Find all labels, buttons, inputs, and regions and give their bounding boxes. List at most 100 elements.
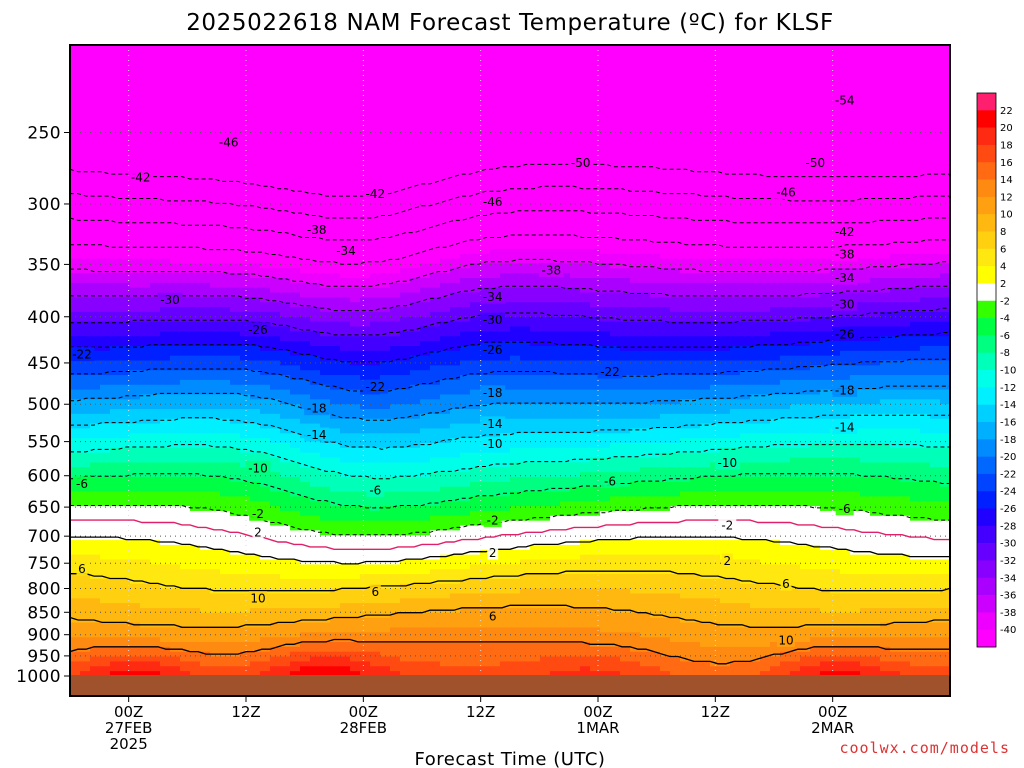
temperature-cell [730, 661, 781, 667]
x-tick-label: 00Z [818, 703, 847, 721]
temperature-cell [70, 379, 181, 386]
temperature-cell [590, 457, 791, 464]
temperature-cell [320, 515, 431, 522]
temperature-cell [70, 258, 171, 265]
temperature-cell [150, 282, 211, 289]
temperature-cell [320, 307, 391, 313]
temperature-cell [330, 501, 441, 507]
temperature-cell [620, 671, 671, 677]
temperature-cell [170, 355, 241, 362]
temperature-cell [830, 428, 921, 434]
temperature-cell [510, 447, 721, 454]
temperature-cell [440, 661, 501, 667]
temperature-cell [70, 384, 101, 391]
temperature-cell [470, 564, 801, 570]
temperature-cell [70, 239, 950, 245]
temperature-cell [360, 574, 521, 580]
temperature-cell [70, 472, 281, 478]
temperature-cell [450, 268, 681, 274]
temperature-cell [290, 350, 431, 357]
x-tick-label: 28FEB [340, 719, 387, 737]
contour-label-bg [714, 455, 740, 470]
temperature-cell [880, 311, 950, 318]
temperature-cell [90, 462, 241, 468]
contour-label-bg [832, 247, 858, 262]
temperature-cell [160, 583, 401, 590]
temperature-cell [870, 277, 950, 284]
contour-label-bg [780, 576, 792, 591]
temperature-cell [470, 389, 821, 396]
temperature-cell [290, 651, 381, 658]
temperature-cell [140, 622, 271, 629]
temperature-cell [790, 404, 950, 410]
colorbar-label: -38 [1000, 608, 1016, 619]
colorbar-swatch [977, 266, 996, 284]
temperature-cell [400, 598, 721, 604]
colorbar-swatch [977, 560, 996, 579]
temperature-cell [300, 462, 511, 468]
temperature-cell [330, 413, 421, 420]
contour-label-bg [304, 401, 330, 416]
contour-label-bg [70, 347, 95, 362]
temperature-cell [130, 578, 461, 585]
temperature-cell [430, 457, 591, 464]
temperature-cell [260, 321, 351, 328]
contour-label-bg [721, 553, 733, 568]
temperature-cell [70, 180, 950, 187]
temperature-cell [450, 438, 681, 444]
temperature-cell [70, 45, 950, 51]
temperature-cell [240, 447, 301, 454]
temperature-cell [290, 443, 341, 449]
temperature-cell [70, 277, 291, 284]
temperature-cell [290, 661, 371, 667]
temperature-cell [420, 326, 511, 332]
temperature-cell [440, 554, 581, 561]
temperature-cell [70, 564, 181, 570]
temperature-cell [670, 307, 771, 313]
temperature-cell [320, 355, 411, 362]
temperature-cell [340, 472, 431, 478]
temperature-cell [70, 520, 271, 527]
temperature-cell [280, 311, 431, 318]
temperature-cell [600, 316, 811, 323]
temperature-cell [110, 345, 261, 352]
credit-link[interactable]: coolwx.com/models [839, 739, 1010, 757]
contour-label: -14 [307, 428, 327, 442]
temperature-cell [660, 651, 781, 658]
temperature-cell [810, 316, 950, 323]
contour-label-bg [245, 460, 271, 475]
temperature-cell [460, 578, 741, 585]
temperature-cell [380, 651, 661, 658]
temperature-cell [70, 365, 301, 371]
temperature-cell [610, 331, 771, 337]
temperature-cell [630, 277, 871, 284]
temperature-cell [320, 423, 451, 430]
contour-label: -30 [160, 293, 180, 307]
temperature-cell [380, 375, 461, 381]
temperature-cell [390, 666, 581, 672]
temperature-cell [890, 443, 950, 449]
temperature-cell [800, 656, 881, 663]
temperature-cell [70, 413, 281, 420]
temperature-cell [510, 326, 531, 332]
temperature-cell [860, 608, 950, 614]
contour-label-bg [249, 506, 267, 521]
temperature-cell [70, 452, 271, 459]
temperature-cell [420, 443, 611, 449]
temperature-cell [290, 491, 511, 497]
colorbar-frame [976, 92, 997, 648]
temperature-cell [70, 603, 141, 609]
temperature-cell [70, 350, 291, 357]
contour-label: -22 [366, 380, 386, 394]
colorbar: 22 20 18 16 14 12 10 8 6 4 2 -2 -4 -6 -8 -10 -12 -14 -16 -1… [976, 92, 1016, 648]
temperature-cell [890, 253, 950, 260]
temperature-cell [450, 292, 651, 298]
temperature-cell [870, 510, 950, 517]
colorbar-label: -6 [1000, 331, 1010, 342]
contour-label: -42 [835, 225, 855, 239]
temperature-cell [310, 409, 451, 415]
temperature-cell [70, 190, 950, 197]
temperature-cell [400, 656, 541, 663]
temperature-cell [930, 462, 950, 468]
temperature-cell [380, 389, 471, 396]
